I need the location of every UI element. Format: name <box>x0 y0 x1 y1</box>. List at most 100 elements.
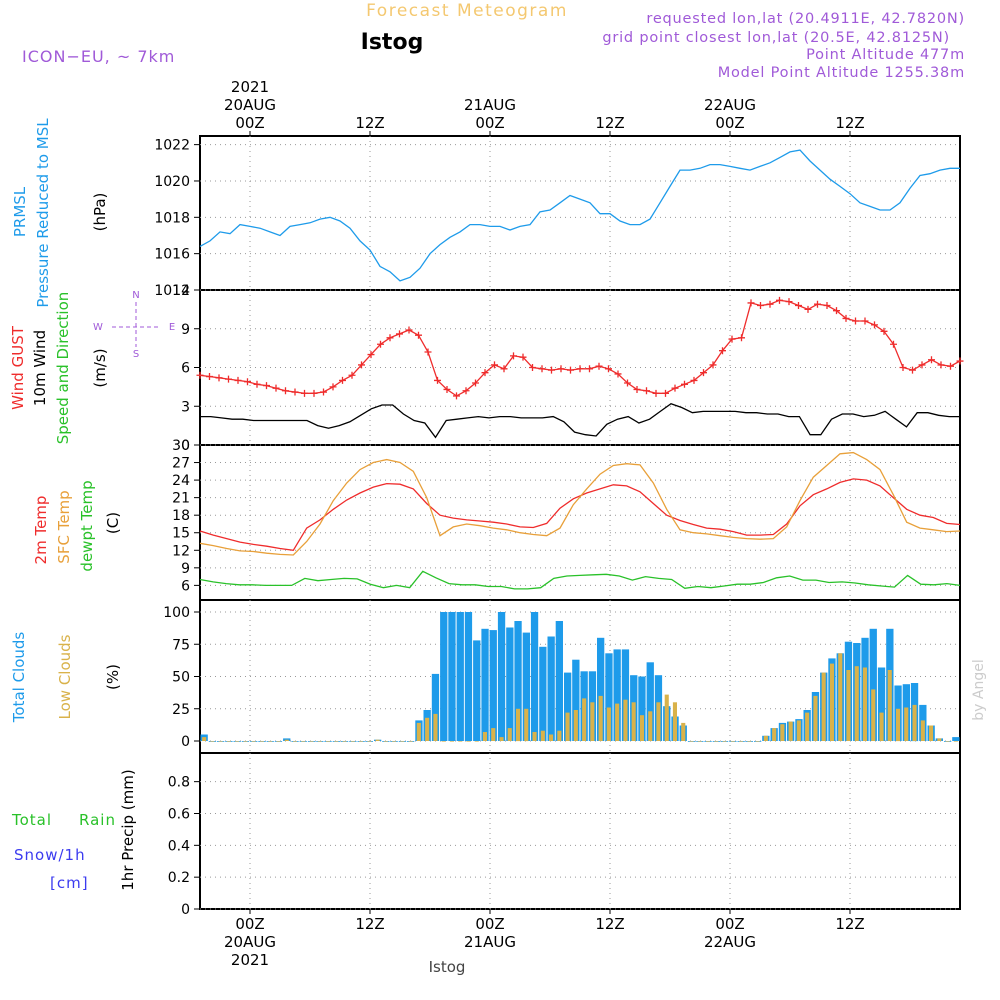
c-unit-label: (C) <box>104 512 122 534</box>
gust-marker <box>358 361 365 369</box>
low-cloud-bar <box>772 728 777 741</box>
dewpt-line <box>199 570 961 590</box>
low-cloud-bar <box>747 741 752 742</box>
temp-frame <box>199 444 961 601</box>
compass-east: E <box>169 322 175 333</box>
wind-labels: Wind GUST 10m Wind Speed and Direction (… <box>9 290 175 444</box>
top-time-label: 12Z <box>835 114 864 132</box>
low-cloud-bar <box>648 711 653 741</box>
total-cloud-bar <box>514 621 522 741</box>
gust-marker <box>415 331 422 339</box>
temp-y-tick-label: 21 <box>172 491 190 507</box>
low-cloud-bar <box>912 704 917 741</box>
temp-y-tick-label: 24 <box>172 473 190 489</box>
gust-marker <box>605 365 612 373</box>
wind10m-label: 10m Wind <box>31 330 49 406</box>
gust-marker <box>852 317 859 325</box>
grid-point-coords: grid point closest lon,lat (20.5E, 42.81… <box>602 30 950 46</box>
low-cloud-bar <box>284 739 289 741</box>
low-cloud-bar <box>202 737 207 741</box>
wind-y-tick-label: 0 <box>181 438 190 454</box>
low-cloud-bar <box>375 739 380 741</box>
low-cloud-bar <box>656 702 661 741</box>
low-cloud-bar <box>334 741 339 742</box>
total-cloud-bar <box>481 628 489 741</box>
precip-panel: 0 0.2 0.4 0.6 0.8 <box>168 752 961 918</box>
low-cloud-bar <box>739 741 744 742</box>
temp-y-tick-label: 30 <box>172 438 190 454</box>
low-cloud-bar <box>243 741 248 742</box>
chart-title: Forecast Meteogram <box>366 1 568 21</box>
speed-direction-label: Speed and Direction <box>54 292 72 445</box>
gust-marker <box>728 335 736 343</box>
compass-west: W <box>93 322 103 333</box>
gust-marker <box>614 370 622 378</box>
gust-marker <box>700 369 707 377</box>
gust-marker <box>909 366 916 374</box>
low-cloud-bar <box>755 741 760 742</box>
pressure-labels: PRMSL Pressure Reduced to MSL (hPa) <box>11 118 109 308</box>
model-label: ICON−EU, ~ 7km <box>22 47 175 66</box>
low-cloud-bar <box>342 741 347 742</box>
low-cloud-bar <box>639 715 644 741</box>
percent-unit-label: (%) <box>104 664 122 690</box>
low-cloud-bar <box>953 741 958 742</box>
total-cloud-bar <box>539 646 547 741</box>
clouds-y-tick-label: 50 <box>172 670 190 686</box>
top-time-label: 00Z <box>235 114 264 132</box>
pressure-panel: 1014 1016 1018 1020 1022 <box>154 135 961 299</box>
gust-marker <box>576 365 584 373</box>
gust-marker <box>424 348 432 356</box>
gust-marker <box>643 387 650 395</box>
low-cloud-bar <box>788 721 793 741</box>
gust-marker <box>719 347 726 355</box>
low-cloud-bar <box>879 712 884 741</box>
low-cloud-bar <box>524 708 529 742</box>
low-cloud-bar <box>408 741 413 742</box>
low-cloud-bar <box>681 722 686 741</box>
gust-marker <box>871 321 878 329</box>
total-cloud-bar <box>572 659 580 741</box>
bottom-time-label: 22AUG <box>704 933 756 951</box>
low-cloud-bar <box>664 694 669 741</box>
gust-label: Wind GUST <box>9 325 27 410</box>
low-cloud-bar <box>218 741 223 742</box>
bottom-time-label: 00Z <box>715 915 744 933</box>
low-cloud-bar <box>904 707 909 741</box>
gust-marker <box>652 389 660 397</box>
low-cloud-bar <box>425 717 430 741</box>
low-cloud-bar <box>317 741 322 742</box>
gust-marker <box>557 365 565 373</box>
low-cloud-bar <box>722 741 727 742</box>
gust-marker <box>339 376 346 384</box>
low-cloud-bar <box>466 741 471 742</box>
sfc-temp-line <box>199 451 961 556</box>
gust-marker <box>804 305 812 313</box>
wind10m-line <box>200 402 960 439</box>
low-cloud-bar <box>796 720 801 741</box>
low-cloud-bar <box>499 737 504 741</box>
gust-marker <box>481 369 489 377</box>
gust-marker <box>329 383 337 391</box>
gust-marker <box>567 366 574 374</box>
wind-y-tick-label: 3 <box>181 399 190 415</box>
gust-marker <box>928 356 935 364</box>
low-cloud-bar <box>433 713 438 741</box>
bottom-time-label: 21AUG <box>464 933 516 951</box>
low-cloud-bar <box>598 695 603 741</box>
total-cloud-bar <box>522 632 530 741</box>
low-cloud-bar <box>482 732 487 741</box>
gust-marker <box>405 326 413 334</box>
low-cloud-bar <box>416 722 421 741</box>
low-cloud-bar <box>582 698 587 741</box>
gust-marker <box>206 373 213 381</box>
top-time-label: 22AUG <box>704 96 756 114</box>
low-cloud-bar <box>400 741 405 742</box>
gust-marker <box>937 361 945 369</box>
total-cloud-bar <box>456 612 464 741</box>
low-clouds-label: Low Clouds <box>56 634 74 719</box>
compass-rose: N S W E <box>93 290 175 360</box>
gust-marker <box>453 392 460 400</box>
cm-unit-label: [cm] <box>50 874 89 892</box>
model-altitude: Model Point Altitude 1255.38m <box>718 65 965 81</box>
